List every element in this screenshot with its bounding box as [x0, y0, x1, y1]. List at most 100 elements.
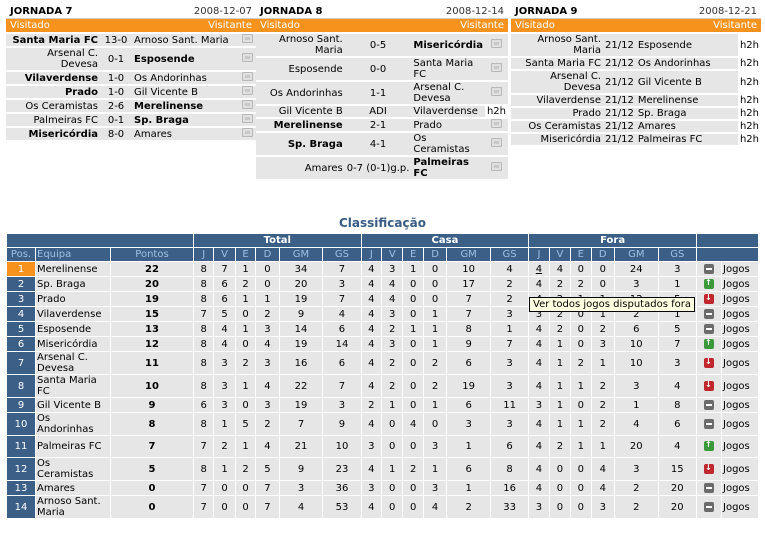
- row-casa-stat[interactable]: 4: [361, 292, 381, 306]
- row-team[interactable]: Vilaverdense: [36, 307, 110, 321]
- tv-icon[interactable]: [241, 34, 253, 43]
- home-team[interactable]: Prado: [6, 86, 100, 98]
- h2h-link[interactable]: h2h: [737, 121, 761, 132]
- away-team[interactable]: Amares: [635, 121, 738, 132]
- match-score[interactable]: 0-1: [100, 114, 132, 126]
- h2h-link[interactable]: h2h: [737, 95, 761, 106]
- home-team[interactable]: Palmeiras FC: [6, 114, 100, 126]
- row-casa-stat[interactable]: 4: [361, 307, 381, 321]
- jogos-link[interactable]: Jogos: [722, 292, 758, 306]
- tv-icon[interactable]: [490, 87, 502, 96]
- tv-icon[interactable]: [490, 119, 502, 128]
- row-total-stat[interactable]: 8: [193, 262, 214, 276]
- jogos-link[interactable]: Jogos: [722, 352, 758, 374]
- away-team[interactable]: Os Ceramistas: [411, 133, 485, 155]
- tv-icon[interactable]: [241, 72, 253, 81]
- row-casa-stat[interactable]: 4: [361, 262, 381, 276]
- h2h-link[interactable]: h2h: [737, 58, 761, 69]
- tv-icon-cell[interactable]: [238, 48, 256, 70]
- home-team[interactable]: Santa Maria FC: [511, 58, 603, 69]
- away-team[interactable]: Merelinense: [132, 100, 238, 112]
- match-score[interactable]: ADI: [344, 106, 412, 117]
- h2h-link[interactable]: h2h: [484, 106, 508, 117]
- match-score[interactable]: 21/12: [603, 134, 636, 145]
- h2h-link[interactable]: h2h: [737, 34, 761, 56]
- row-casa-stat[interactable]: 4: [361, 322, 381, 336]
- home-team[interactable]: Arsenal C. Devesa: [6, 48, 100, 70]
- away-team[interactable]: Os Andorinhas: [635, 58, 738, 69]
- away-team[interactable]: Amares: [132, 128, 238, 140]
- row-casa-stat[interactable]: 4: [361, 458, 381, 480]
- match-score[interactable]: 1-0: [100, 72, 132, 84]
- home-team[interactable]: Esposende: [256, 58, 345, 80]
- tv-icon[interactable]: [241, 53, 253, 62]
- row-casa-stat[interactable]: 4: [361, 413, 381, 435]
- tv-icon-cell[interactable]: [238, 86, 256, 98]
- home-team[interactable]: Arnoso Sant. Maria: [511, 34, 603, 56]
- match-score[interactable]: 13-0: [100, 34, 132, 46]
- match-score[interactable]: 4-1: [344, 133, 412, 155]
- row-team[interactable]: Palmeiras FC: [36, 436, 110, 457]
- row-total-stat[interactable]: 7: [193, 496, 214, 518]
- tv-icon[interactable]: [241, 114, 253, 123]
- row-fora-stat[interactable]: 4: [529, 277, 549, 291]
- tv-icon-cell[interactable]: [484, 157, 508, 179]
- match-score[interactable]: 8-0: [100, 128, 132, 140]
- match-score[interactable]: 0-0: [344, 58, 412, 80]
- tv-icon-cell[interactable]: [484, 82, 508, 104]
- row-fora-stat[interactable]: 4: [529, 262, 549, 276]
- away-team[interactable]: Os Andorinhas: [132, 72, 238, 84]
- row-total-stat[interactable]: 7: [193, 481, 214, 495]
- jogos-link[interactable]: Jogos: [722, 436, 758, 457]
- jogos-link[interactable]: Jogos: [722, 375, 758, 397]
- row-team[interactable]: Amares: [36, 481, 110, 495]
- home-team[interactable]: Os Ceramistas: [511, 121, 603, 132]
- row-total-stat[interactable]: 8: [193, 277, 214, 291]
- row-casa-stat[interactable]: 4: [361, 277, 381, 291]
- match-score[interactable]: 0-1: [100, 48, 132, 70]
- match-score[interactable]: 21/12: [603, 71, 636, 93]
- row-team[interactable]: Arsenal C. Devesa: [36, 352, 110, 374]
- row-fora-stat[interactable]: 4: [529, 481, 549, 495]
- jogos-link[interactable]: Jogos: [722, 413, 758, 435]
- jogos-link[interactable]: Jogos: [722, 337, 758, 351]
- match-score[interactable]: 0-7 (0-1)g.p.: [344, 157, 412, 179]
- away-team[interactable]: Palmeiras FC: [635, 134, 738, 145]
- h2h-link[interactable]: h2h: [737, 71, 761, 93]
- away-team[interactable]: Vilaverdense: [411, 106, 485, 117]
- match-score[interactable]: 21/12: [603, 34, 636, 56]
- row-casa-stat[interactable]: 4: [361, 375, 381, 397]
- row-team[interactable]: Os Ceramistas: [36, 458, 110, 480]
- row-team[interactable]: Esposende: [36, 322, 110, 336]
- row-team[interactable]: Os Andorinhas: [36, 413, 110, 435]
- home-team[interactable]: Os Andorinhas: [256, 82, 345, 104]
- home-team[interactable]: Vilaverdense: [6, 72, 100, 84]
- row-fora-stat[interactable]: 4: [529, 436, 549, 457]
- home-team[interactable]: Os Ceramistas: [6, 100, 100, 112]
- tv-icon-cell[interactable]: [484, 133, 508, 155]
- tv-icon-cell[interactable]: [484, 119, 508, 131]
- row-fora-stat[interactable]: 4: [529, 375, 549, 397]
- away-team[interactable]: Gil Vicente B: [635, 71, 738, 93]
- away-team[interactable]: Sp. Braga: [132, 114, 238, 126]
- row-team[interactable]: Misericórdia: [36, 337, 110, 351]
- home-team[interactable]: Misericórdia: [6, 128, 100, 140]
- row-fora-stat[interactable]: 4: [529, 458, 549, 480]
- row-team[interactable]: Gil Vicente B: [36, 398, 110, 412]
- jogos-link[interactable]: Jogos: [722, 481, 758, 495]
- away-team[interactable]: Palmeiras FC: [411, 157, 485, 179]
- row-casa-stat[interactable]: 4: [361, 496, 381, 518]
- row-total-stat[interactable]: 7: [193, 307, 214, 321]
- tv-icon[interactable]: [241, 86, 253, 95]
- away-team[interactable]: Merelinense: [635, 95, 738, 106]
- row-team[interactable]: Merelinense: [36, 262, 110, 276]
- tv-icon[interactable]: [490, 138, 502, 147]
- row-total-stat[interactable]: 6: [193, 398, 214, 412]
- jogos-link[interactable]: Jogos: [722, 496, 758, 518]
- jogos-link[interactable]: Jogos: [722, 262, 758, 276]
- row-fora-stat[interactable]: 4: [529, 337, 549, 351]
- row-fora-stat[interactable]: 4: [529, 352, 549, 374]
- home-team[interactable]: Arnoso Sant. Maria: [256, 34, 345, 56]
- match-score[interactable]: 2-6: [100, 100, 132, 112]
- home-team[interactable]: Arsenal C. Devesa: [511, 71, 603, 93]
